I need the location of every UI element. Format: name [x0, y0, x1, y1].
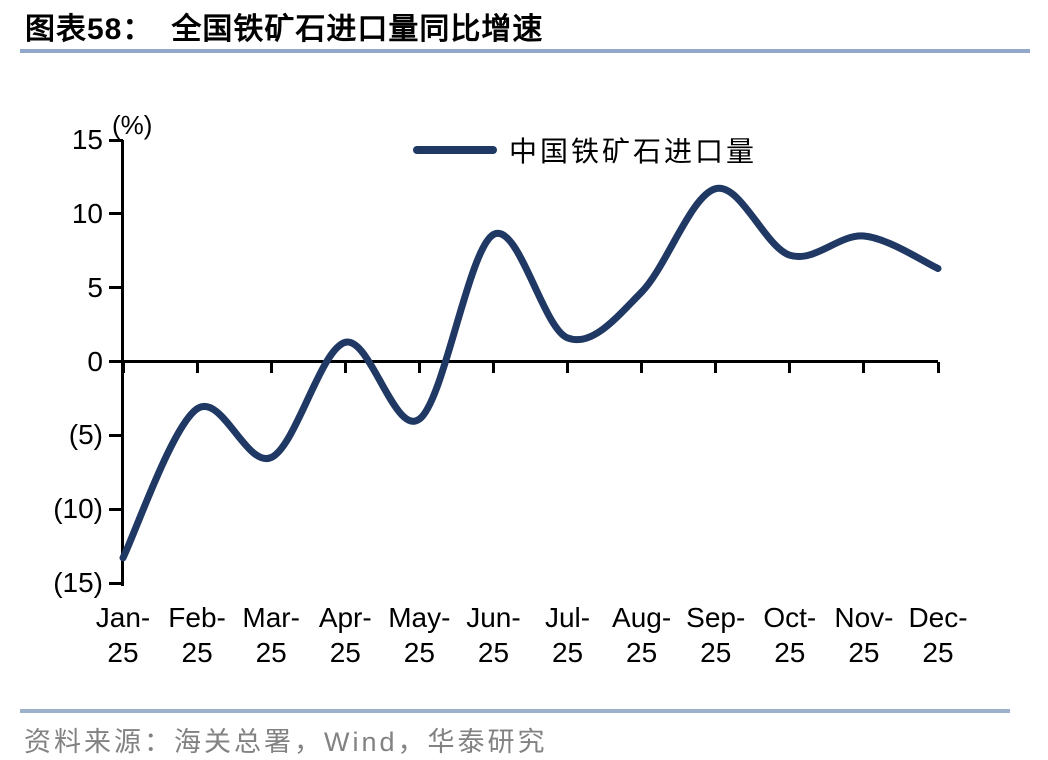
legend-label: 中国铁矿石进口量 [509, 136, 758, 167]
x-axis-tick-label: Mar- 25 [242, 602, 300, 668]
figure-number: 图表58： [25, 13, 154, 46]
figure-title: 图表58： 全国铁矿石进口量同比增速 [25, 4, 543, 48]
x-axis-zero-line [123, 360, 938, 363]
y-axis-tick [109, 212, 123, 216]
y-axis-tick [109, 507, 123, 511]
x-axis-tick-label: May- 25 [388, 602, 451, 668]
series-line [119, 185, 942, 562]
x-axis-tick [788, 361, 792, 373]
x-axis-tick-label: Apr- 25 [318, 602, 372, 668]
y-axis-unit-label: (%) [112, 110, 153, 140]
x-axis-tick-label: Aug- 25 [612, 602, 672, 668]
source-note: 资料来源：海关总署，Wind，华泰研究 [24, 727, 548, 757]
x-axis-tick-label: Dec- 25 [908, 602, 968, 668]
legend-line-swatch [413, 146, 497, 154]
x-axis-tick-label: Oct- 25 [763, 602, 817, 668]
y-axis-tick-label: 10 [71, 197, 103, 229]
x-axis-tick [714, 361, 718, 373]
x-axis-tick-label: Feb- 25 [168, 602, 226, 668]
y-axis-tick-label: 15 [71, 124, 103, 155]
y-axis-tick-label: 5 [87, 271, 103, 303]
x-axis-tick [936, 361, 940, 373]
x-axis-tick [195, 361, 199, 373]
x-axis-tick [491, 361, 495, 373]
y-axis-tick [109, 286, 123, 290]
x-axis-tick-label: Jul- 25 [544, 602, 591, 668]
y-axis-tick-label: 0 [87, 345, 103, 377]
y-axis-tick [109, 433, 123, 437]
y-axis-tick [109, 360, 123, 363]
y-axis-tick-label: (15) [53, 567, 103, 598]
y-axis-tick-label: (10) [53, 493, 103, 525]
title-divider [20, 49, 1030, 53]
x-axis-tick-label: Nov- 25 [834, 602, 894, 668]
x-axis-tick [269, 361, 273, 373]
legend: 中国铁矿石进口量 [413, 130, 757, 170]
figure-title-text: 全国铁矿石进口量同比增速 [171, 13, 544, 46]
y-axis-tick-label: (5) [68, 419, 103, 451]
x-axis-tick [566, 361, 570, 373]
x-axis-tick-label: Jun- 25 [466, 602, 521, 668]
y-axis-tick [109, 581, 123, 585]
x-axis-tick [343, 361, 347, 373]
x-axis-tick-label: Sep- 25 [686, 602, 746, 668]
x-axis-tick [640, 361, 644, 373]
y-axis-tick [109, 138, 123, 142]
x-axis-tick [417, 361, 421, 373]
x-axis-tick [121, 361, 125, 373]
x-axis-tick-label: Jan- 25 [95, 602, 151, 668]
x-axis-tick [862, 361, 866, 373]
footer-divider [20, 709, 1010, 713]
